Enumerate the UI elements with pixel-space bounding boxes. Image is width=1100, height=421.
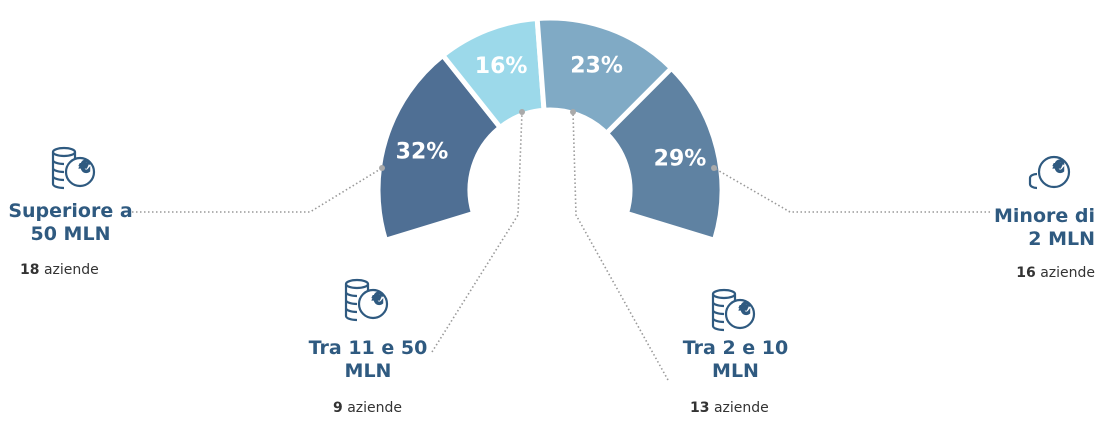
count-unit: aziende	[713, 400, 769, 416]
coin-icon	[711, 288, 756, 332]
coin-icon	[344, 278, 389, 322]
coin-icon	[51, 146, 96, 190]
category-label: Minore di 2 MLN	[994, 205, 1095, 250]
coin-icon	[1028, 155, 1071, 190]
count-unit: aziende	[347, 400, 403, 416]
leader-dot	[519, 109, 525, 115]
category-label: Tra 11 e 50 MLN	[308, 337, 428, 382]
value-label: 29%	[654, 147, 707, 172]
count: 18	[20, 262, 40, 278]
count-unit: aziende	[43, 262, 99, 278]
leader-dot	[379, 165, 385, 171]
value-label: 23%	[570, 53, 623, 78]
segment	[602, 64, 725, 244]
leader-line	[572, 111, 669, 381]
leader-line	[132, 167, 383, 213]
segment	[375, 51, 504, 244]
leader-line	[713, 167, 990, 213]
leader-dot	[570, 109, 576, 115]
count: 13	[690, 400, 710, 416]
category-label: Superiore a 50 MLN	[8, 200, 133, 245]
count-label: 18 aziende	[20, 262, 99, 278]
value-label: 16%	[475, 54, 528, 79]
count-label: 9 aziende	[333, 400, 402, 416]
value-label: 32%	[396, 139, 449, 164]
count: 9	[333, 400, 343, 416]
leader-dot	[711, 165, 717, 171]
count-label: 13 aziende	[690, 400, 769, 416]
count-label: 16 aziende	[1000, 265, 1095, 281]
count-unit: aziende	[1040, 265, 1095, 281]
count: 16	[1016, 265, 1036, 281]
category-label: Tra 2 e 10 MLN	[682, 337, 789, 382]
